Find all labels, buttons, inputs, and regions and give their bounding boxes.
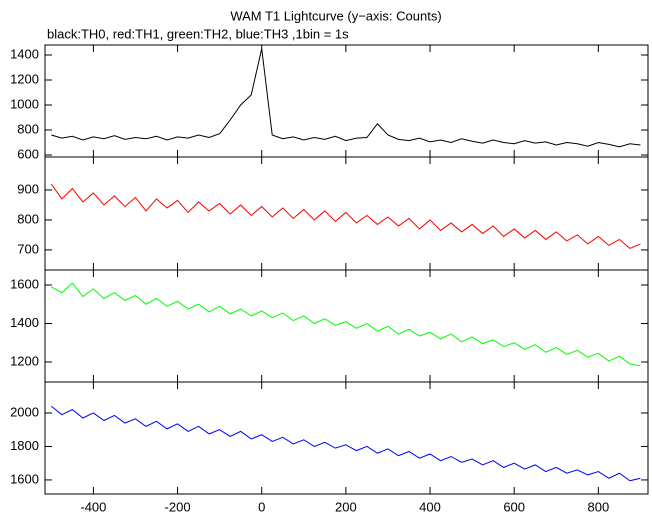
x-tick-label: 200 [335, 499, 357, 514]
chart-subtitle: black:TH0, red:TH1, green:TH2, blue:TH3 … [47, 26, 349, 41]
x-tick-label: -200 [165, 499, 191, 514]
y-tick-label: 800 [17, 121, 39, 136]
x-tick-label: 800 [587, 499, 609, 514]
x-tick-label: 600 [503, 499, 525, 514]
x-tick-label: 400 [419, 499, 441, 514]
x-tick-label: -400 [80, 499, 106, 514]
chart-title: WAM T1 Lightcurve (y−axis: Counts) [230, 8, 441, 23]
panel-frame [44, 269, 649, 383]
y-tick-label: 1200 [10, 71, 39, 86]
data-line [50, 183, 641, 250]
x-tick-label: 0 [258, 499, 265, 514]
y-tick-label: 600 [17, 146, 39, 161]
y-tick-label: 800 [17, 211, 39, 226]
y-tick-label: 1600 [10, 276, 39, 291]
y-tick-label: 1000 [10, 96, 39, 111]
panel-frame [44, 381, 649, 495]
y-tick-label: 700 [17, 241, 39, 256]
data-line [51, 282, 641, 367]
data-line [51, 48, 641, 148]
y-tick-label: 2000 [10, 404, 39, 419]
y-tick-label: 1200 [10, 353, 39, 368]
data-line [50, 405, 641, 482]
y-tick-label: 1400 [10, 315, 39, 330]
y-tick-label: 1600 [10, 471, 39, 486]
y-tick-label: 1400 [10, 46, 39, 61]
y-tick-label: 1800 [10, 438, 39, 453]
y-tick-label: 900 [17, 181, 39, 196]
